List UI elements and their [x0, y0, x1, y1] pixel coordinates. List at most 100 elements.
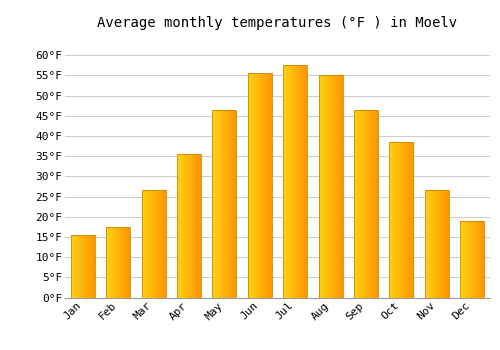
- Bar: [365, 110, 366, 297]
- Bar: [70, 235, 94, 298]
- Bar: [359, 110, 360, 297]
- Bar: [155, 190, 156, 298]
- Bar: [218, 110, 219, 297]
- Title: Average monthly temperatures (°F ) in Moelv: Average monthly temperatures (°F ) in Mo…: [98, 16, 458, 30]
- Bar: [120, 227, 122, 298]
- Bar: [82, 235, 83, 298]
- Bar: [320, 75, 321, 298]
- Bar: [144, 190, 145, 298]
- Bar: [110, 227, 111, 298]
- Bar: [107, 227, 108, 298]
- Bar: [226, 110, 227, 297]
- Bar: [412, 142, 413, 298]
- Bar: [80, 235, 81, 298]
- Bar: [371, 110, 372, 297]
- Bar: [111, 227, 112, 298]
- Bar: [395, 142, 396, 298]
- Bar: [124, 227, 126, 298]
- Bar: [438, 190, 440, 298]
- Bar: [318, 75, 342, 298]
- Bar: [306, 65, 308, 298]
- Bar: [217, 110, 218, 297]
- Bar: [432, 190, 433, 298]
- Bar: [391, 142, 392, 298]
- Bar: [442, 190, 444, 298]
- Bar: [143, 190, 144, 298]
- Bar: [427, 190, 428, 298]
- Bar: [326, 75, 328, 298]
- Bar: [92, 235, 93, 298]
- Bar: [474, 221, 476, 298]
- Bar: [231, 110, 232, 297]
- Bar: [270, 74, 271, 298]
- Bar: [472, 221, 473, 298]
- Bar: [157, 190, 158, 298]
- Bar: [148, 190, 150, 298]
- Bar: [362, 110, 363, 297]
- Bar: [233, 110, 234, 297]
- Bar: [154, 190, 155, 298]
- Bar: [470, 221, 471, 298]
- Bar: [260, 74, 262, 298]
- Bar: [262, 74, 263, 298]
- Bar: [425, 190, 426, 298]
- Bar: [86, 235, 87, 298]
- Bar: [254, 74, 255, 298]
- Bar: [228, 110, 230, 297]
- Bar: [440, 190, 441, 298]
- Bar: [283, 65, 307, 298]
- Bar: [259, 74, 260, 298]
- Bar: [301, 65, 302, 298]
- Bar: [328, 75, 329, 298]
- Bar: [468, 221, 469, 298]
- Bar: [399, 142, 400, 298]
- Bar: [448, 190, 449, 298]
- Bar: [426, 190, 428, 298]
- Bar: [332, 75, 333, 298]
- Bar: [266, 74, 267, 298]
- Bar: [177, 154, 178, 298]
- Bar: [189, 154, 190, 298]
- Bar: [185, 154, 186, 298]
- Bar: [248, 74, 272, 298]
- Bar: [444, 190, 445, 298]
- Bar: [216, 110, 217, 297]
- Bar: [264, 74, 266, 298]
- Bar: [72, 235, 73, 298]
- Bar: [287, 65, 288, 298]
- Bar: [291, 65, 292, 298]
- Bar: [337, 75, 338, 298]
- Bar: [112, 227, 114, 298]
- Bar: [434, 190, 436, 298]
- Bar: [304, 65, 305, 298]
- Bar: [406, 142, 407, 298]
- Bar: [430, 190, 432, 298]
- Bar: [368, 110, 370, 297]
- Bar: [355, 110, 356, 297]
- Bar: [394, 142, 395, 298]
- Bar: [296, 65, 297, 298]
- Bar: [390, 142, 413, 298]
- Bar: [322, 75, 324, 298]
- Bar: [292, 65, 293, 298]
- Bar: [403, 142, 404, 298]
- Bar: [293, 65, 294, 298]
- Bar: [122, 227, 123, 298]
- Bar: [285, 65, 286, 298]
- Bar: [90, 235, 92, 298]
- Bar: [182, 154, 184, 298]
- Bar: [271, 74, 272, 298]
- Bar: [462, 221, 464, 298]
- Bar: [197, 154, 198, 298]
- Bar: [286, 65, 288, 298]
- Bar: [425, 190, 449, 298]
- Bar: [341, 75, 342, 298]
- Bar: [116, 227, 117, 298]
- Bar: [473, 221, 474, 298]
- Bar: [150, 190, 151, 298]
- Bar: [470, 221, 472, 298]
- Bar: [212, 110, 236, 297]
- Bar: [408, 142, 410, 298]
- Bar: [164, 190, 165, 298]
- Bar: [412, 142, 414, 298]
